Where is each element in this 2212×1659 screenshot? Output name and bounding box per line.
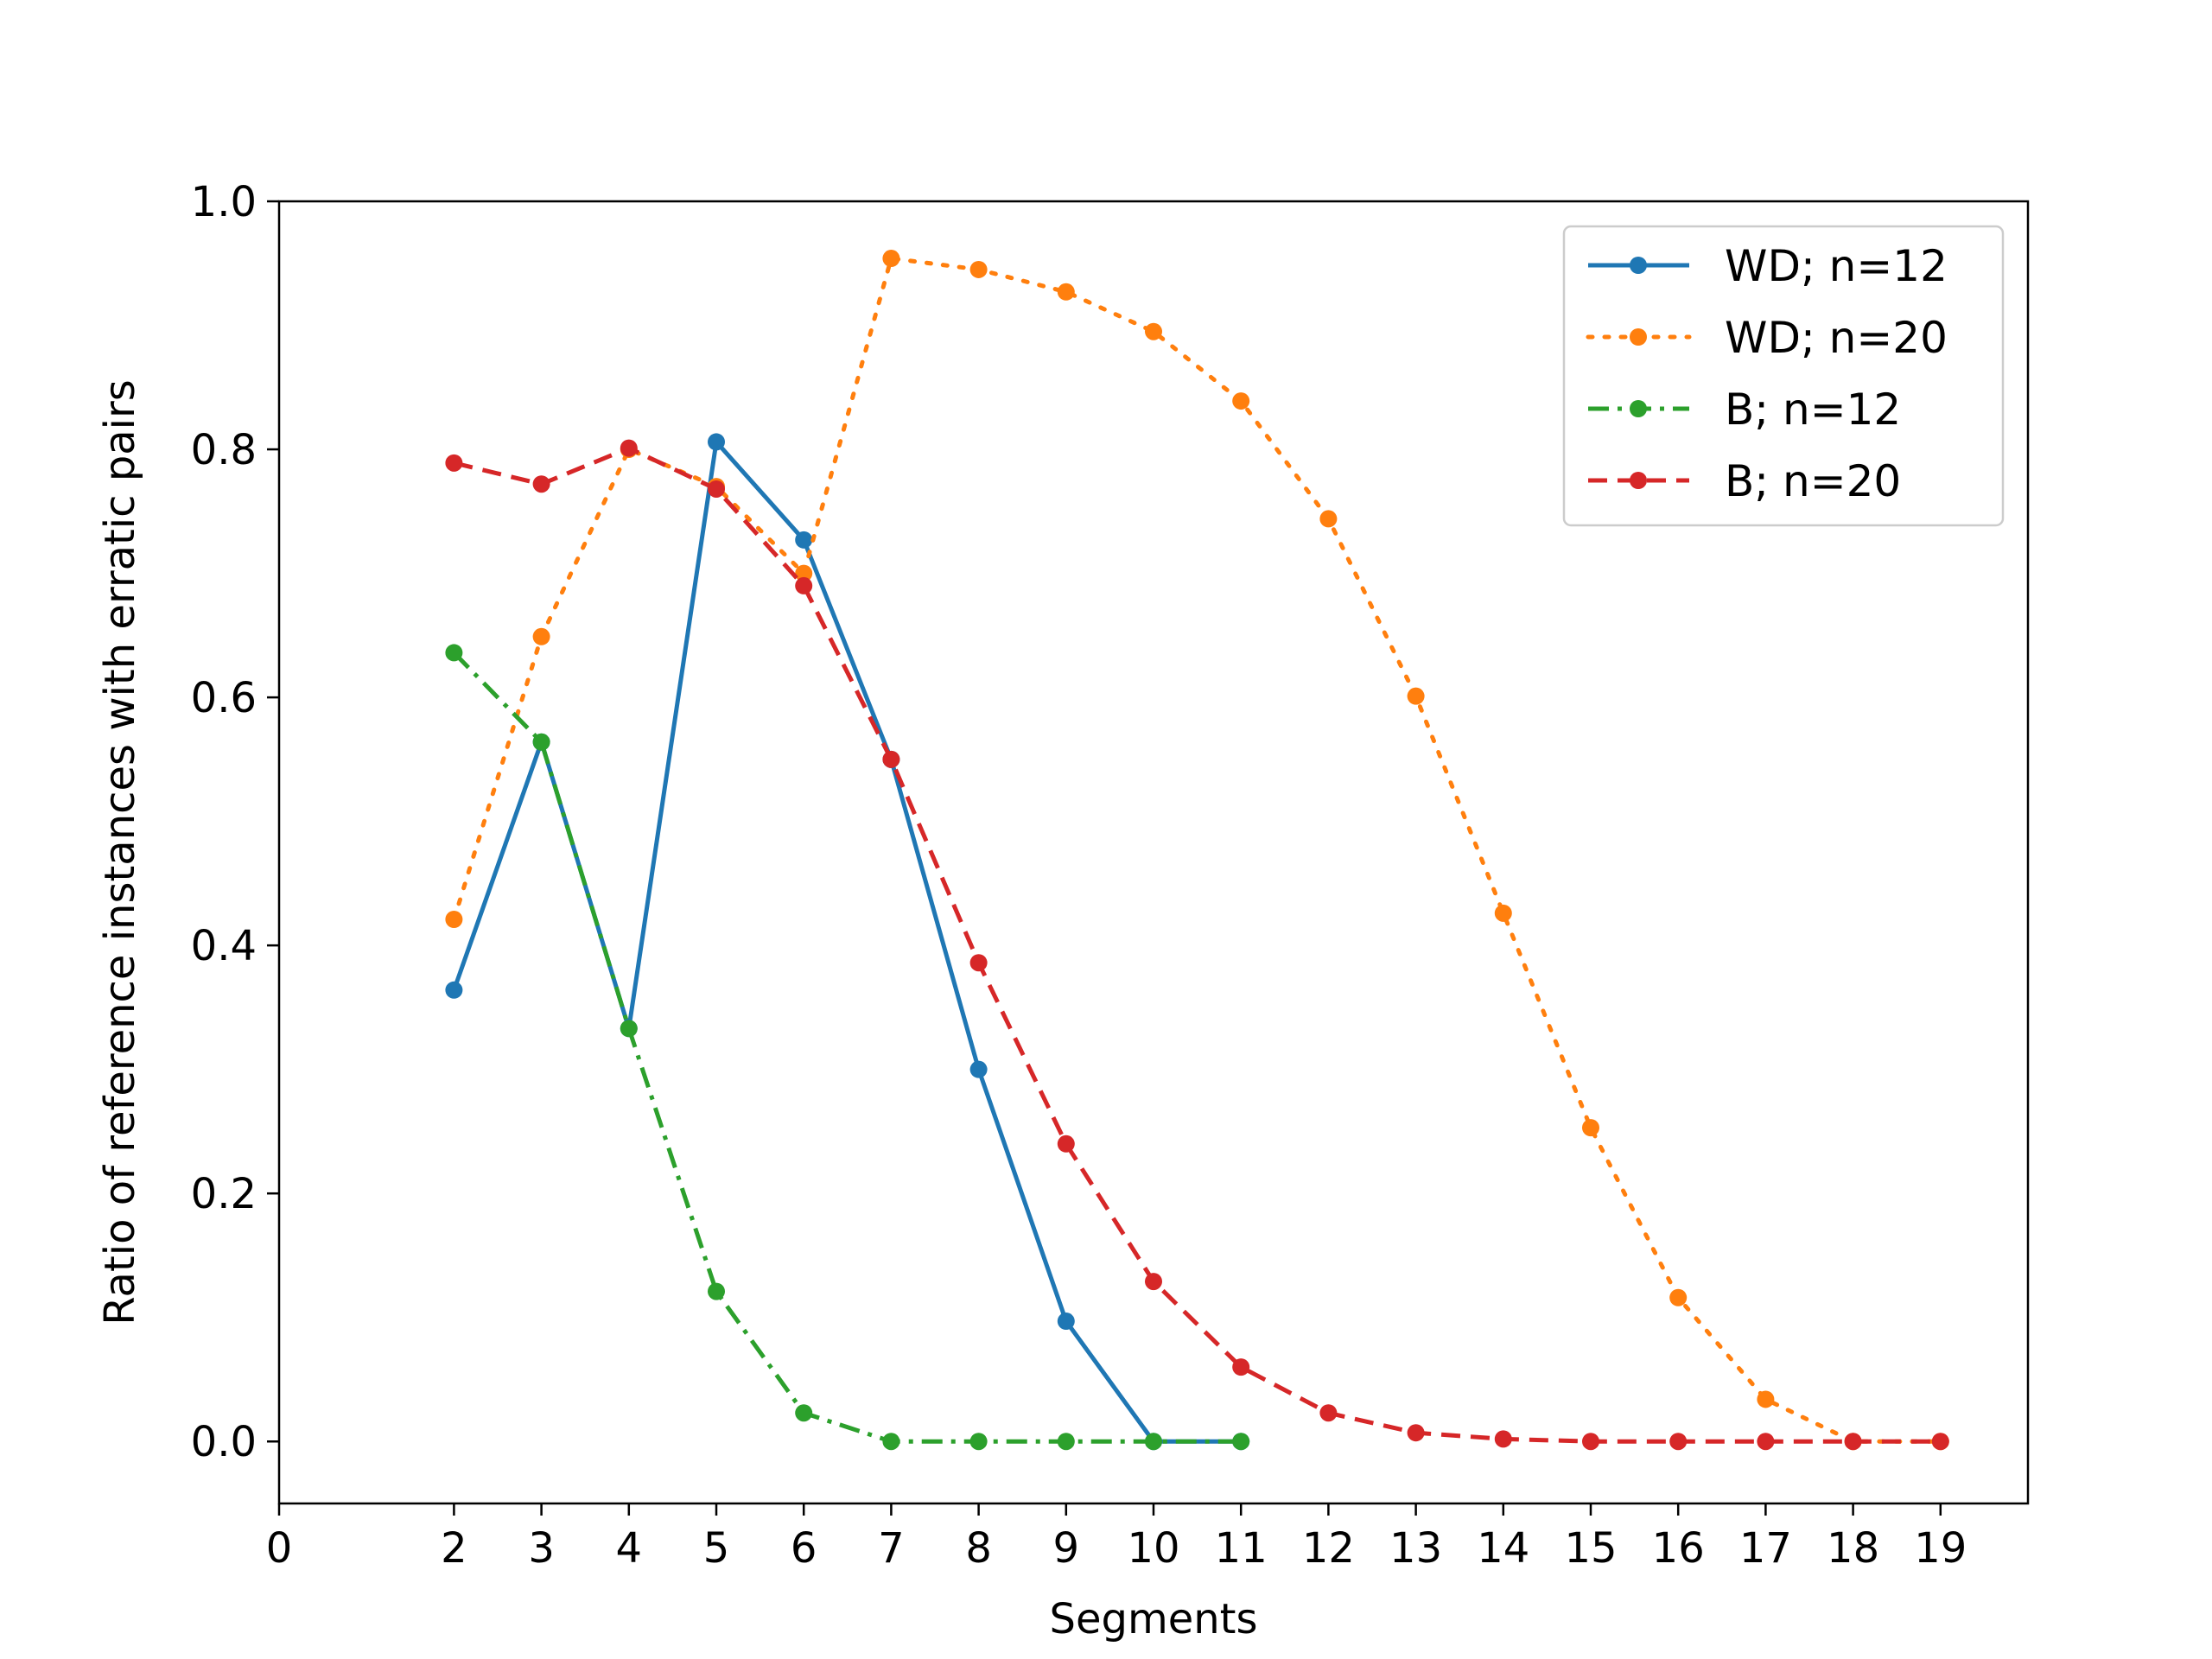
legend-item: WD; n=12 xyxy=(1588,241,1948,291)
data-point xyxy=(882,250,900,268)
x-tick-label: 9 xyxy=(1053,1524,1080,1573)
x-axis: 0 2 3 4 5 6 7 8 9 10 11 12 13 14 15 16 17 18 19 xyxy=(266,1503,1967,1573)
data-point xyxy=(445,454,463,472)
data-point xyxy=(445,644,463,662)
legend-marker xyxy=(1630,257,1647,274)
data-point xyxy=(445,911,463,929)
data-point xyxy=(708,1282,725,1300)
data-point xyxy=(1757,1433,1775,1451)
data-point xyxy=(1057,283,1075,301)
y-tick-label: 0.0 xyxy=(191,1418,257,1466)
series-3 xyxy=(445,644,1250,1451)
data-point xyxy=(1407,687,1425,705)
data-point xyxy=(795,564,813,582)
legend-label: B; n=12 xyxy=(1725,385,1901,435)
series-line xyxy=(452,651,1242,1444)
series-line xyxy=(453,446,1941,1444)
data-point xyxy=(620,1020,638,1038)
data-point xyxy=(1844,1433,1862,1451)
x-tick-label: 4 xyxy=(616,1524,643,1573)
legend-box xyxy=(1562,225,2005,527)
data-point xyxy=(969,260,988,278)
data-point xyxy=(1057,1313,1075,1331)
data-point xyxy=(708,433,725,451)
data-point xyxy=(532,733,550,751)
data-point xyxy=(708,480,725,498)
legend-marker xyxy=(1630,328,1647,346)
x-tick-label: 14 xyxy=(1477,1524,1529,1573)
data-point xyxy=(1757,1390,1775,1408)
data-point xyxy=(1145,1273,1162,1291)
data-point xyxy=(532,475,550,493)
y-tick-label: 0.6 xyxy=(191,674,257,722)
x-tick-label: 12 xyxy=(1302,1524,1355,1573)
legend-label: WD; n=20 xyxy=(1725,313,1948,363)
data-point xyxy=(882,1433,900,1451)
data-point xyxy=(1057,1135,1075,1153)
data-point xyxy=(1232,1358,1250,1376)
series-4 xyxy=(445,439,1949,1451)
data-point xyxy=(969,1433,988,1451)
x-tick-label: 2 xyxy=(441,1524,467,1573)
data-point xyxy=(1232,1433,1250,1451)
legend-marker xyxy=(1630,472,1647,489)
series-line xyxy=(451,256,1943,1444)
x-tick-label: 13 xyxy=(1389,1524,1442,1573)
y-tick-label: 1.0 xyxy=(191,178,257,226)
legend-label: WD; n=12 xyxy=(1725,241,1948,291)
x-tick-label: 10 xyxy=(1127,1524,1179,1573)
data-point xyxy=(1057,1433,1075,1451)
x-tick-label: 6 xyxy=(791,1524,817,1573)
data-point xyxy=(1582,1433,1599,1451)
data-point xyxy=(795,1404,813,1422)
data-point xyxy=(1319,510,1338,528)
y-tick-label: 0.8 xyxy=(191,426,257,474)
data-point xyxy=(795,576,813,594)
data-point xyxy=(1232,392,1250,410)
data-point xyxy=(795,531,813,549)
x-tick-label: 18 xyxy=(1827,1524,1879,1573)
legend-marker xyxy=(1630,400,1647,417)
data-point xyxy=(445,981,463,999)
y-axis-label: Ratio of reference instances with errati… xyxy=(96,379,144,1325)
legend-item: B; n=12 xyxy=(1588,385,1901,435)
x-axis-label: Segments xyxy=(1049,1595,1257,1643)
x-tick-label: 0 xyxy=(266,1524,293,1573)
data-point xyxy=(969,954,988,972)
data-point xyxy=(969,1060,988,1078)
data-point xyxy=(1319,1404,1338,1422)
x-tick-label: 17 xyxy=(1739,1524,1792,1573)
data-point xyxy=(1494,904,1512,922)
data-point xyxy=(532,627,550,645)
x-tick-label: 19 xyxy=(1914,1524,1967,1573)
x-tick-label: 5 xyxy=(703,1524,730,1573)
data-point xyxy=(1931,1433,1949,1451)
data-point xyxy=(1669,1288,1688,1306)
y-axis: 0.0 0.2 0.4 0.6 0.8 1.0 xyxy=(191,178,279,1466)
data-point xyxy=(1407,1424,1425,1442)
x-tick-label: 8 xyxy=(965,1524,992,1573)
legend-item: B; n=20 xyxy=(1588,456,1901,506)
data-point xyxy=(1145,322,1162,340)
data-point xyxy=(1145,1433,1162,1451)
x-tick-label: 3 xyxy=(528,1524,555,1573)
data-point xyxy=(1582,1119,1599,1137)
legend-item: WD; n=20 xyxy=(1586,313,1948,363)
x-tick-label: 16 xyxy=(1652,1524,1705,1573)
y-tick-label: 0.2 xyxy=(191,1170,257,1218)
legend-label: B; n=20 xyxy=(1725,456,1901,506)
data-point xyxy=(882,750,900,768)
series-layer xyxy=(445,250,1949,1451)
data-point xyxy=(1669,1433,1688,1451)
data-point xyxy=(1494,1430,1512,1448)
data-point xyxy=(620,439,638,457)
y-tick-label: 0.4 xyxy=(191,922,257,970)
legend: WD; n=12 WD; n=20 B; n=12 B; n=20 xyxy=(1562,225,2005,527)
x-tick-label: 15 xyxy=(1564,1524,1617,1573)
x-tick-label: 11 xyxy=(1215,1524,1268,1573)
x-tick-label: 7 xyxy=(878,1524,905,1573)
